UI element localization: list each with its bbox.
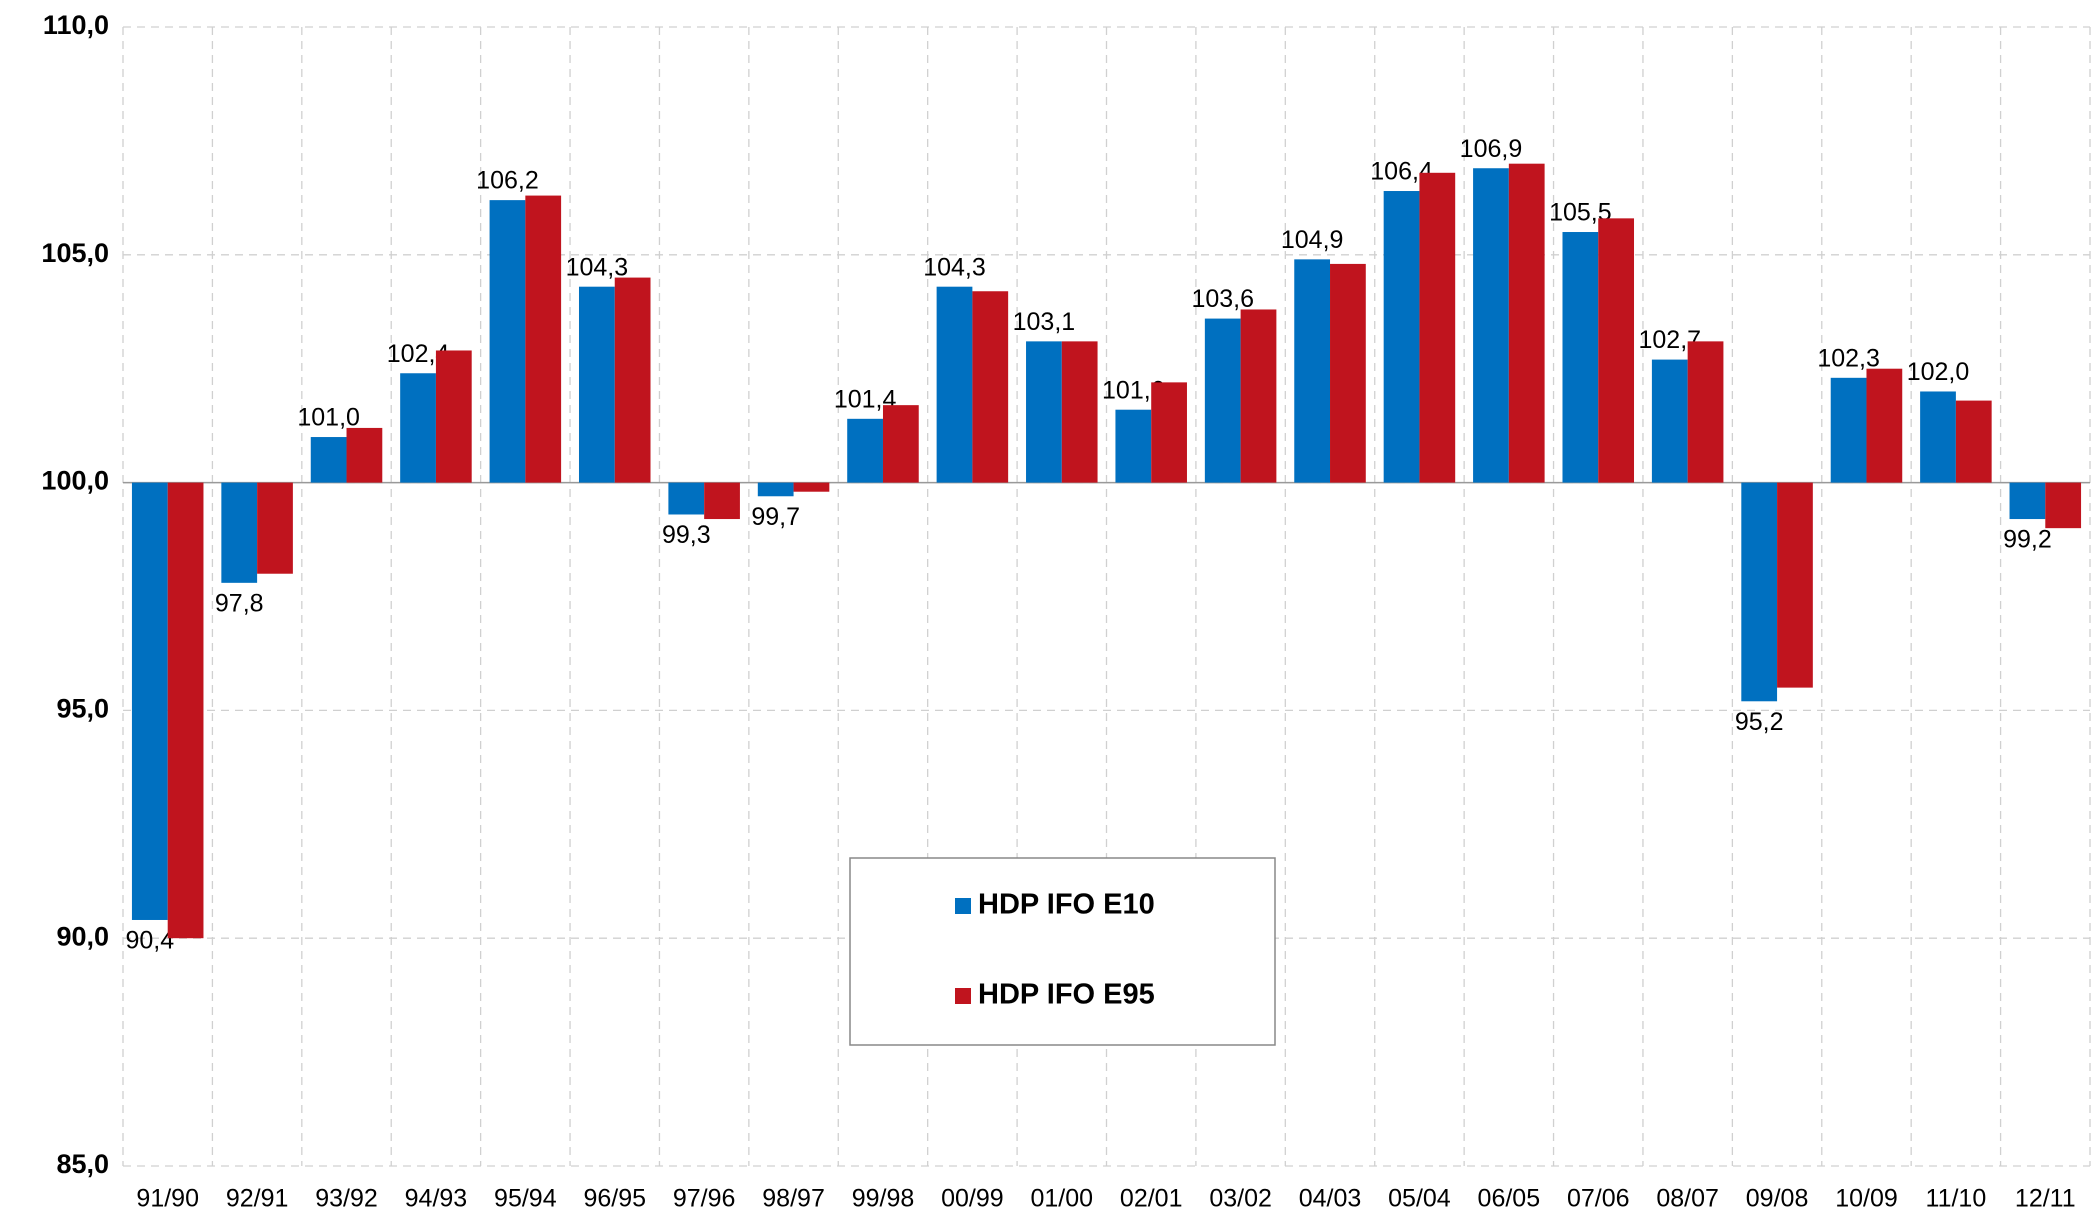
bar xyxy=(167,482,204,939)
data-label: 103,6 xyxy=(1191,285,1254,313)
bar xyxy=(1061,341,1098,483)
bar xyxy=(525,195,562,483)
bar xyxy=(1330,263,1366,483)
x-tick-label: 92/91 xyxy=(226,1185,289,1213)
bar xyxy=(1562,232,1599,483)
data-label: 104,9 xyxy=(1281,226,1344,254)
x-tick-label: 09/08 xyxy=(1746,1185,1809,1213)
legend: HDP IFO E10 HDP IFO E95 xyxy=(849,857,1276,1046)
bar xyxy=(221,482,258,583)
x-tick-label: 97/96 xyxy=(673,1185,736,1213)
x-tick-label: 06/05 xyxy=(1478,1185,1541,1213)
y-tick-label: 105,0 xyxy=(41,238,109,268)
bar xyxy=(936,286,973,483)
x-tick-label: 03/02 xyxy=(1209,1185,1272,1213)
x-tick-label: 96/95 xyxy=(583,1185,646,1213)
x-tick-label: 93/92 xyxy=(315,1185,378,1213)
x-tick-label: 11/10 xyxy=(1926,1185,1987,1213)
y-tick-label: 95,0 xyxy=(56,694,109,724)
bar xyxy=(400,373,436,483)
bar xyxy=(2009,482,2046,520)
x-tick-label: 95/94 xyxy=(494,1185,557,1213)
data-label: 95,2 xyxy=(1735,708,1784,736)
x-tick-label: 94/93 xyxy=(405,1185,468,1213)
x-tick-label: 08/07 xyxy=(1656,1185,1719,1213)
x-tick-label: 12/11 xyxy=(2015,1185,2076,1213)
data-label: 102,0 xyxy=(1907,358,1970,386)
bar xyxy=(2045,482,2082,529)
bar xyxy=(757,482,794,497)
bar xyxy=(1294,259,1331,483)
bar xyxy=(1240,309,1277,483)
bar xyxy=(668,482,705,515)
x-tick-label: 99/98 xyxy=(852,1185,915,1213)
bar xyxy=(1026,341,1062,483)
data-label: 99,2 xyxy=(2003,526,2052,554)
data-label: 103,1 xyxy=(1013,308,1076,336)
bar xyxy=(346,427,383,483)
bar xyxy=(704,482,740,520)
bar xyxy=(1383,191,1420,483)
bar xyxy=(1741,482,1778,702)
bar xyxy=(1419,172,1456,483)
x-tick-label: 98/97 xyxy=(762,1185,825,1213)
x-tick-label: 04/03 xyxy=(1299,1185,1362,1213)
data-label: 99,3 xyxy=(662,521,711,549)
bar xyxy=(614,277,651,483)
bar xyxy=(972,291,1009,483)
bar xyxy=(1955,400,1992,483)
bar xyxy=(1151,382,1187,483)
bar xyxy=(489,200,526,483)
bar xyxy=(131,482,168,920)
data-label: 104,3 xyxy=(923,253,986,281)
bar xyxy=(1598,218,1635,483)
bar xyxy=(847,418,883,483)
x-tick-label: 00/99 xyxy=(941,1185,1004,1213)
x-tick-label: 02/01 xyxy=(1120,1185,1183,1213)
bar xyxy=(257,482,293,574)
bar xyxy=(1687,341,1724,483)
bar xyxy=(578,286,615,483)
bar xyxy=(1204,318,1241,483)
x-tick-label: 10/09 xyxy=(1835,1185,1898,1213)
legend-swatch xyxy=(955,988,971,1004)
legend-label: HDP IFO E10 xyxy=(978,889,1155,921)
data-label: 101,0 xyxy=(297,404,360,432)
bar xyxy=(1508,163,1545,483)
legend-swatch xyxy=(955,898,971,914)
bar xyxy=(1115,409,1152,483)
y-tick-label: 90,0 xyxy=(56,921,109,951)
bar xyxy=(1920,391,1956,483)
bar xyxy=(310,437,347,483)
data-label: 106,2 xyxy=(476,167,539,195)
x-tick-label: 07/06 xyxy=(1567,1185,1630,1213)
bar xyxy=(882,405,919,483)
x-tick-label: 91/90 xyxy=(136,1185,199,1213)
legend-box xyxy=(849,857,1276,1046)
x-tick-label: 01/00 xyxy=(1031,1185,1094,1213)
bar xyxy=(1830,377,1867,483)
y-tick-label: 85,0 xyxy=(56,1149,109,1179)
data-label: 99,7 xyxy=(751,503,800,531)
data-label: 104,3 xyxy=(566,253,629,281)
bar xyxy=(793,482,830,492)
bar xyxy=(1777,482,1813,688)
legend-label: HDP IFO E95 xyxy=(978,979,1155,1011)
y-tick-label: 110,0 xyxy=(43,10,109,40)
data-label: 97,8 xyxy=(215,589,264,617)
bar xyxy=(1651,359,1688,483)
bar xyxy=(1473,168,1509,483)
bar xyxy=(1866,368,1903,483)
data-label: 102,3 xyxy=(1817,344,1880,372)
x-tick-label: 05/04 xyxy=(1388,1185,1451,1213)
data-label: 106,9 xyxy=(1460,135,1523,163)
data-label: 90,4 xyxy=(125,927,174,955)
bar xyxy=(435,350,472,483)
y-tick-label: 100,0 xyxy=(41,466,109,496)
